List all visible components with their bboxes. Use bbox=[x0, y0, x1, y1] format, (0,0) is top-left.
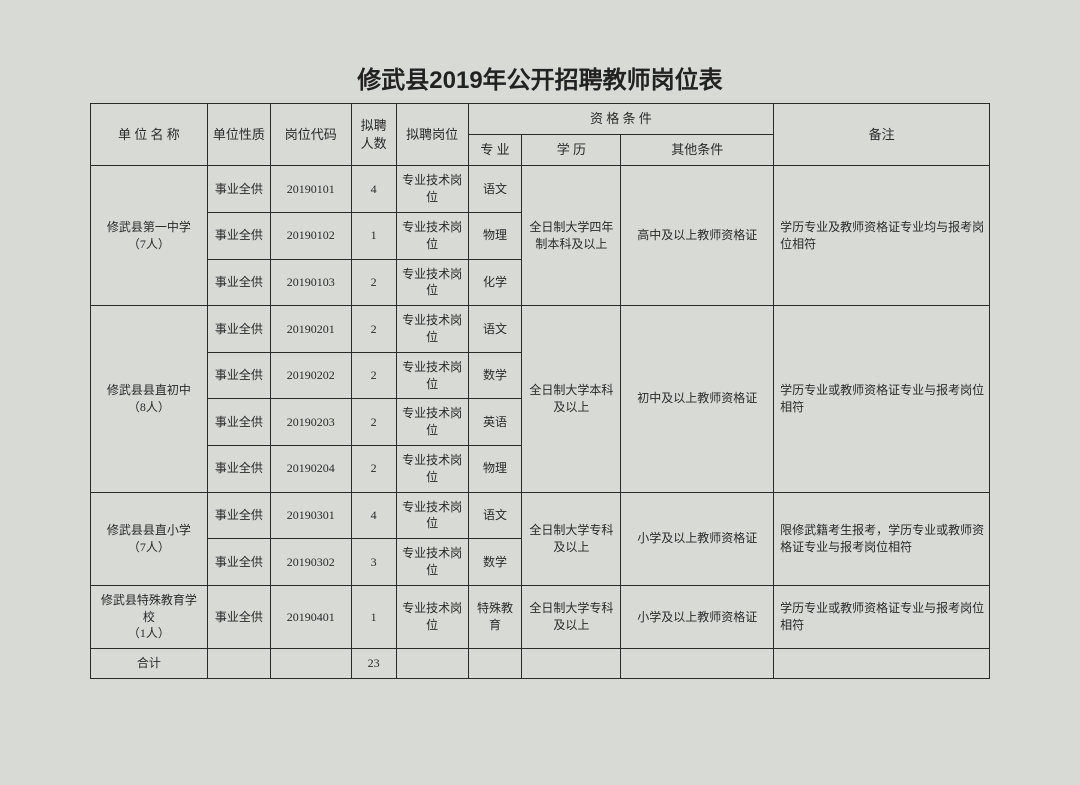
cell-nature: 事业全供 bbox=[207, 585, 270, 648]
cell-major: 语文 bbox=[468, 166, 522, 213]
total-count: 23 bbox=[351, 649, 396, 679]
total-row: 合计 23 bbox=[91, 649, 990, 679]
table-row: 修武县第一中学 （7人）事业全供201901014专业技术岗位语文全日制大学四年… bbox=[91, 166, 990, 213]
cell-code: 20190101 bbox=[270, 166, 351, 213]
cell-blank bbox=[468, 649, 522, 679]
cell-education: 全日制大学专科及以上 bbox=[522, 492, 621, 585]
col-other: 其他条件 bbox=[621, 135, 774, 166]
cell-major: 数学 bbox=[468, 352, 522, 399]
cell-code: 20190401 bbox=[270, 585, 351, 648]
cell-nature: 事业全供 bbox=[207, 539, 270, 586]
cell-other: 初中及以上教师资格证 bbox=[621, 306, 774, 492]
total-label: 合计 bbox=[91, 649, 208, 679]
cell-position: 专业技术岗位 bbox=[396, 445, 468, 492]
cell-other: 小学及以上教师资格证 bbox=[621, 585, 774, 648]
cell-major: 特殊教育 bbox=[468, 585, 522, 648]
cell-count: 4 bbox=[351, 166, 396, 213]
cell-nature: 事业全供 bbox=[207, 259, 270, 306]
cell-blank bbox=[396, 649, 468, 679]
table-body: 修武县第一中学 （7人）事业全供201901014专业技术岗位语文全日制大学四年… bbox=[91, 166, 990, 679]
cell-remark: 限修武籍考生报考，学历专业或教师资格证专业与报考岗位相符 bbox=[774, 492, 990, 585]
cell-nature: 事业全供 bbox=[207, 352, 270, 399]
col-count: 拟聘人数 bbox=[351, 104, 396, 166]
cell-major: 物理 bbox=[468, 212, 522, 259]
cell-remark: 学历专业或教师资格证专业与报考岗位相符 bbox=[774, 306, 990, 492]
document-page: 修武县2019年公开招聘教师岗位表 单 位 名 称 单位性质 岗位代码 拟聘人数… bbox=[90, 60, 990, 679]
cell-code: 20190201 bbox=[270, 306, 351, 353]
cell-count: 3 bbox=[351, 539, 396, 586]
cell-unit-name: 修武县特殊教育学校 （1人） bbox=[91, 585, 208, 648]
cell-blank bbox=[207, 649, 270, 679]
cell-major: 物理 bbox=[468, 445, 522, 492]
col-nature: 单位性质 bbox=[207, 104, 270, 166]
cell-code: 20190302 bbox=[270, 539, 351, 586]
cell-education: 全日制大学四年制本科及以上 bbox=[522, 166, 621, 306]
cell-position: 专业技术岗位 bbox=[396, 166, 468, 213]
table-row: 修武县县直初中 （8人）事业全供201902012专业技术岗位语文全日制大学本科… bbox=[91, 306, 990, 353]
cell-code: 20190204 bbox=[270, 445, 351, 492]
col-code: 岗位代码 bbox=[270, 104, 351, 166]
col-position: 拟聘岗位 bbox=[396, 104, 468, 166]
table-row: 修武县特殊教育学校 （1人）事业全供201904011专业技术岗位特殊教育全日制… bbox=[91, 585, 990, 648]
cell-blank bbox=[621, 649, 774, 679]
cell-count: 1 bbox=[351, 585, 396, 648]
cell-position: 专业技术岗位 bbox=[396, 306, 468, 353]
cell-nature: 事业全供 bbox=[207, 445, 270, 492]
cell-position: 专业技术岗位 bbox=[396, 399, 468, 446]
cell-nature: 事业全供 bbox=[207, 306, 270, 353]
col-unit-name: 单 位 名 称 bbox=[91, 104, 208, 166]
cell-remark: 学历专业及教师资格证专业均与报考岗位相符 bbox=[774, 166, 990, 306]
cell-code: 20190102 bbox=[270, 212, 351, 259]
cell-education: 全日制大学专科及以上 bbox=[522, 585, 621, 648]
cell-major: 化学 bbox=[468, 259, 522, 306]
cell-unit-name: 修武县第一中学 （7人） bbox=[91, 166, 208, 306]
cell-other: 高中及以上教师资格证 bbox=[621, 166, 774, 306]
cell-position: 专业技术岗位 bbox=[396, 259, 468, 306]
cell-count: 2 bbox=[351, 306, 396, 353]
cell-count: 2 bbox=[351, 259, 396, 306]
cell-major: 语文 bbox=[468, 492, 522, 539]
cell-unit-name: 修武县县直初中 （8人） bbox=[91, 306, 208, 492]
cell-education: 全日制大学本科及以上 bbox=[522, 306, 621, 492]
cell-code: 20190301 bbox=[270, 492, 351, 539]
cell-major: 英语 bbox=[468, 399, 522, 446]
col-education: 学 历 bbox=[522, 135, 621, 166]
col-remark: 备注 bbox=[774, 104, 990, 166]
cell-position: 专业技术岗位 bbox=[396, 539, 468, 586]
cell-nature: 事业全供 bbox=[207, 399, 270, 446]
col-qualification: 资 格 条 件 bbox=[468, 104, 774, 135]
cell-major: 数学 bbox=[468, 539, 522, 586]
cell-code: 20190103 bbox=[270, 259, 351, 306]
cell-blank bbox=[270, 649, 351, 679]
cell-nature: 事业全供 bbox=[207, 492, 270, 539]
page-title: 修武县2019年公开招聘教师岗位表 bbox=[90, 60, 990, 95]
cell-code: 20190202 bbox=[270, 352, 351, 399]
cell-count: 2 bbox=[351, 445, 396, 492]
cell-position: 专业技术岗位 bbox=[396, 352, 468, 399]
recruitment-table: 单 位 名 称 单位性质 岗位代码 拟聘人数 拟聘岗位 资 格 条 件 备注 专… bbox=[90, 103, 990, 679]
cell-unit-name: 修武县县直小学 （7人） bbox=[91, 492, 208, 585]
cell-count: 2 bbox=[351, 352, 396, 399]
cell-count: 4 bbox=[351, 492, 396, 539]
cell-position: 专业技术岗位 bbox=[396, 212, 468, 259]
cell-blank bbox=[522, 649, 621, 679]
cell-count: 2 bbox=[351, 399, 396, 446]
table-row: 修武县县直小学 （7人）事业全供201903014专业技术岗位语文全日制大学专科… bbox=[91, 492, 990, 539]
cell-nature: 事业全供 bbox=[207, 166, 270, 213]
cell-other: 小学及以上教师资格证 bbox=[621, 492, 774, 585]
cell-count: 1 bbox=[351, 212, 396, 259]
cell-blank bbox=[774, 649, 990, 679]
table-header: 单 位 名 称 单位性质 岗位代码 拟聘人数 拟聘岗位 资 格 条 件 备注 专… bbox=[91, 104, 990, 166]
cell-position: 专业技术岗位 bbox=[396, 585, 468, 648]
cell-code: 20190203 bbox=[270, 399, 351, 446]
cell-nature: 事业全供 bbox=[207, 212, 270, 259]
cell-position: 专业技术岗位 bbox=[396, 492, 468, 539]
cell-remark: 学历专业或教师资格证专业与报考岗位相符 bbox=[774, 585, 990, 648]
cell-major: 语文 bbox=[468, 306, 522, 353]
col-major: 专 业 bbox=[468, 135, 522, 166]
